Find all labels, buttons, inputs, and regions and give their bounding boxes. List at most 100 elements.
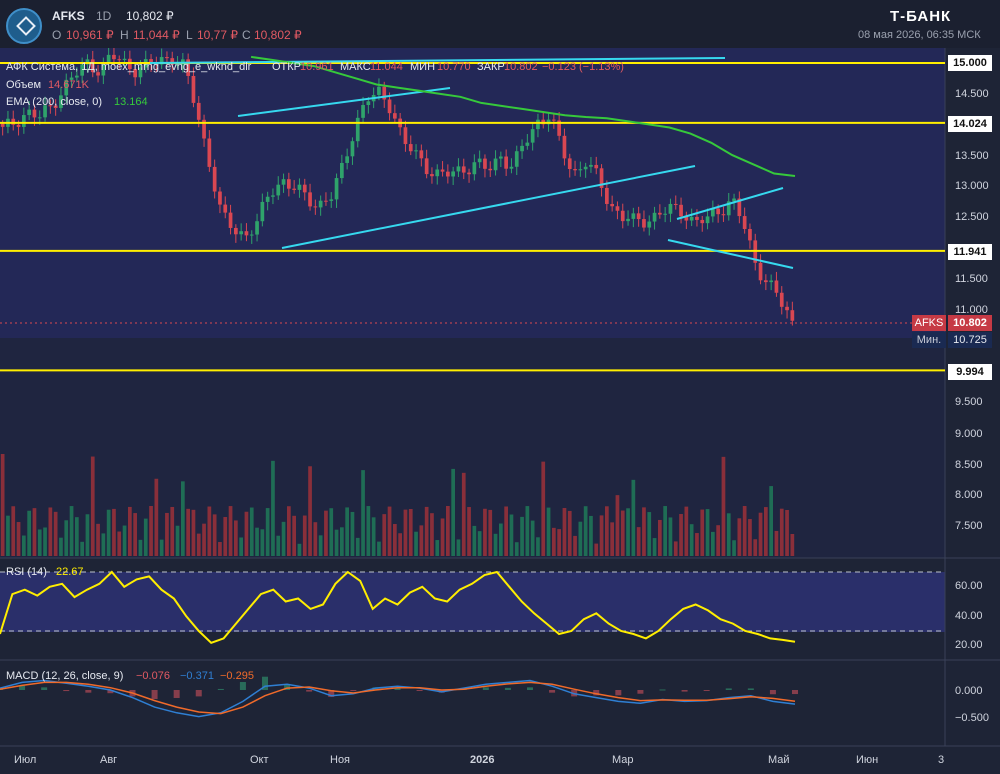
macd-hist-bar [239, 682, 246, 690]
volume-bar [525, 506, 530, 556]
time-label: 3 [938, 754, 945, 766]
volume-bar [127, 506, 132, 556]
volume-bar [583, 506, 588, 556]
candle [212, 166, 217, 192]
volume-bar [318, 535, 323, 556]
volume-bar [451, 468, 456, 556]
volume-bar [424, 506, 429, 556]
candle [652, 212, 657, 222]
volume-bar [143, 518, 148, 556]
rsi-tick: 20.00 [955, 639, 983, 651]
level-tag[interactable]: 15.000 [948, 55, 992, 71]
volume-bar [700, 509, 705, 556]
macd-hist-bar [527, 687, 533, 690]
volume-bar [32, 508, 37, 556]
legend-volume-value: 14.671K [48, 79, 89, 91]
volume-bar [546, 507, 551, 556]
volume-bar [271, 460, 275, 556]
candle [53, 105, 58, 108]
price-tick: 9.000 [955, 428, 983, 440]
trend-lines[interactable] [149, 57, 794, 269]
volume-bar [260, 529, 265, 556]
volume-bar [403, 509, 408, 556]
candle [377, 86, 381, 95]
candle [700, 219, 705, 224]
afk-logo-icon [6, 8, 42, 44]
macd-hist-bar [306, 690, 313, 692]
volume-bar [392, 524, 397, 556]
price-tick: 7.500 [955, 520, 983, 532]
candle [265, 196, 270, 202]
volume-bar [445, 506, 450, 556]
brand-logo: Т-БАНК [890, 8, 952, 25]
candle [101, 61, 106, 76]
candle [361, 105, 365, 118]
volume-bar [742, 506, 747, 556]
level-tag[interactable]: 11.941 [948, 244, 992, 260]
volume-bar [170, 506, 175, 556]
candle [403, 127, 408, 145]
trend-line [237, 87, 451, 117]
macd-hist-bar [593, 690, 600, 696]
candle [509, 166, 514, 169]
datetime: 08 мая 2026, 06:35 МСК [858, 29, 981, 41]
candle [530, 129, 535, 143]
volume-bar [753, 539, 758, 556]
candle [668, 203, 673, 214]
macd-label: MACD (12, 26, close, 9) [6, 670, 124, 682]
volume-bar [483, 508, 487, 556]
candle [599, 168, 604, 188]
volume-bar [726, 513, 731, 556]
volume-bar [769, 486, 774, 556]
ema-line [250, 55, 796, 177]
volume-bar [96, 523, 100, 556]
volume-bar [286, 506, 291, 556]
price-tick: 8.000 [955, 489, 983, 501]
legend-volume-label: Объем [6, 79, 42, 91]
candle [260, 201, 265, 222]
candle [440, 169, 445, 172]
macd-hist-bar [504, 687, 511, 690]
time-label: Июн [856, 754, 879, 766]
volume-bar [763, 507, 768, 556]
level-tag[interactable]: 9.994 [948, 364, 992, 380]
candle [170, 58, 175, 65]
volume-bar [53, 511, 58, 556]
rsi-value: 22.67 [56, 566, 84, 578]
candle [27, 109, 32, 116]
volume-bar [133, 513, 138, 556]
candle [37, 117, 42, 119]
volume-bar [610, 522, 615, 556]
volume-bar [493, 533, 498, 556]
legend-main: АФК Система, 1Д, moex_mrng_evng_e_wknd_d… [6, 61, 252, 73]
volume-bar [6, 515, 10, 556]
volume-bar [101, 533, 106, 556]
candle [763, 280, 768, 283]
level-tag[interactable]: 14.024 [948, 116, 992, 132]
volume-bar [461, 472, 466, 556]
volume-bar [207, 506, 212, 556]
volume-bar [435, 540, 440, 556]
candle [758, 262, 763, 281]
volume-bar [80, 541, 85, 556]
interval[interactable]: 1D [96, 9, 112, 23]
volume-bar [615, 495, 620, 556]
price-tick: 13.500 [955, 150, 989, 162]
price-tick: 11.500 [955, 273, 988, 285]
candle [302, 184, 307, 193]
macd-hist-bar [19, 685, 26, 690]
ticker[interactable]: AFKS [52, 9, 85, 23]
volume-bar [488, 509, 493, 556]
candle [673, 203, 678, 205]
volume-bar [785, 509, 789, 556]
candle [790, 310, 795, 321]
h-label: H [120, 28, 129, 42]
macd-hist-bar [725, 688, 732, 690]
volume-bar [324, 510, 328, 556]
volume-bar [313, 522, 318, 556]
volume-bar [758, 512, 763, 556]
candle [96, 72, 100, 76]
candle [74, 75, 79, 78]
volume-bar [504, 506, 509, 556]
